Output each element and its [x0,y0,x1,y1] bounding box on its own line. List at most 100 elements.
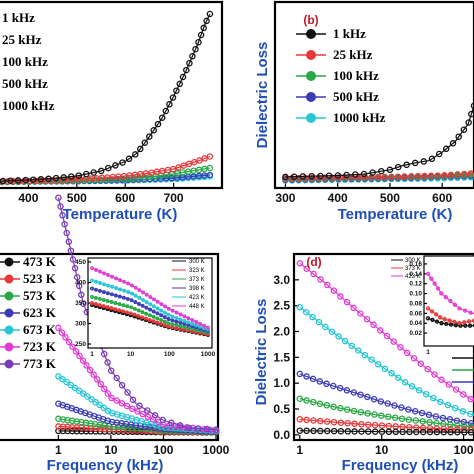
panel-c-series-marker [69,256,77,263]
panel-c-inset-series-marker [114,276,119,281]
panel-a-series-marker [206,171,214,179]
panel-d-series-marker [302,308,310,316]
panel-a-legend-entry: 25 kHz [2,32,42,47]
panel-c-inset-series-marker [109,292,114,297]
panel-d-series-marker [303,373,310,380]
panel-b-series-marker [394,163,402,171]
panel-d-series-marker [388,370,395,377]
panel-d-series-marker [330,382,337,390]
panel-c-series-marker [108,394,115,402]
panel-d-series-marker [296,427,304,434]
panel-c-inset-series-marker [148,295,153,300]
panel-d-series-marker [343,406,351,413]
panel-c-series-marker [67,247,75,254]
panel-c-series-marker [65,238,73,246]
panel-c-series-marker [63,229,70,237]
panel-d-series-marker [445,381,453,388]
panel-d-series-marker [378,422,386,429]
panel-c-inset-series-marker [121,295,126,300]
panel-c-series-marker [80,300,87,307]
panel-d-inset-ytick-label: 0.14 [409,271,422,278]
panel-b-series-marker [465,119,472,126]
panel-c-inset-series-marker [98,281,102,285]
panel-a-series-marker [83,170,90,178]
panel-c-series-marker [194,425,202,432]
panel-d-series-marker [460,422,468,430]
panel-c-inset-series-marker [140,303,145,308]
panel-d-inset-series-marker [457,306,462,311]
panel-c-inset-legend-entry: 423 K [189,295,205,301]
panel-d-series-marker [351,428,358,435]
panel-d-series-marker [310,270,317,278]
panel-d-ytick-label: 1.5 [273,350,290,364]
panel-c-inset-series-marker [182,314,187,319]
panel-b-series-marker [427,172,435,180]
panel-c-inset-series-marker [117,308,122,313]
panel-d-inset-ytick-label: 0.10 [409,291,422,298]
panel-b-legend-entry: 25 kHz [333,47,373,62]
panel-c-series-marker [129,405,136,412]
panel-d-series-marker [415,387,423,394]
panel-a-series-marker [37,175,45,183]
panel-d-series-marker [426,419,433,426]
panel-c-inset-series-marker [198,321,203,326]
panel-c-inset-series-marker [121,309,125,314]
panel-c: 1 10 100 1000 Frequency (kHz) 473 K 523 K 573 K… [0,194,230,474]
panel-c-series-marker [73,273,81,281]
panel-a-series-marker [125,155,133,163]
panel-d-series-marker [437,398,444,406]
panel-c-series-marker [55,194,62,201]
panel-a-series-marker [196,157,203,164]
panel-d-series-marker [337,293,344,300]
panel-b-series-marker [378,167,385,175]
panel-d-series-marker [444,401,452,409]
panel-d-series-marker [296,370,304,378]
panel-b-xtick-label: 600 [432,191,452,205]
panel-a-series-marker [0,177,7,185]
panel-d-series-marker [467,410,474,418]
panel-c-inset-series-marker [94,279,98,284]
panel-c-inset-series-marker [106,283,111,288]
panel-c-series-marker [129,396,137,404]
panel-d-xtick-label: 1 [296,443,303,457]
panel-c-inset-series-marker [166,317,171,321]
panel-b-series-marker [420,158,428,165]
panel-b-series-marker [401,173,408,180]
panel-d-series-marker [399,428,406,436]
panel-a-series-marker [52,174,60,182]
panel-d-inset-series-marker [434,319,440,324]
panel-d-series-marker [310,417,317,424]
panel-b-series-marker [334,172,342,179]
panel-d-series-marker [365,421,372,428]
panel-c-series-marker [88,396,95,403]
panel-c-inset-series-marker [110,284,115,289]
panel-c-inset-series-marker [162,323,167,328]
panel-b-series-marker [394,173,402,180]
panel-d-series-marker [395,374,402,382]
panel-d-inset-series-marker [430,317,435,323]
panel-d-series-marker [377,327,384,334]
panel-c-series-marker [62,334,69,341]
panel-d-series-marker [454,428,461,436]
panel-c-inset-series-marker [186,320,191,325]
panel-d-inset-ytick-label: 0.06 [409,310,422,317]
panel-d-series-marker [384,400,391,407]
panel-a-series-marker [112,162,119,169]
panel-c-inset-series-marker [90,266,94,271]
panel-d-inset-series-marker [453,323,458,328]
panel-c-inset-series-marker [90,294,94,299]
panel-c-inset-series-marker [113,307,118,312]
panel-d-inset-ytick-label: 0.02 [409,330,422,337]
panel-c-inset-series-marker [151,304,156,309]
panel-d-inset-series-marker [439,291,444,296]
panel-c-legend-entry: 773 K [23,356,57,371]
panel-d-series-marker [452,404,459,412]
panel-c-inset-series-marker [122,288,127,293]
panel-b-series-marker [428,155,436,163]
panel-a-series-marker [192,45,199,53]
panel-d: 0.0 0.5 1.0 1.5 2.0 2.5 3.0 1 10 100 (d) Dielectric… [253,252,474,474]
panel-d-inset-series-marker [457,321,462,326]
panel-d-series-marker [364,410,371,417]
panel-c-inset-series-marker [155,320,160,325]
